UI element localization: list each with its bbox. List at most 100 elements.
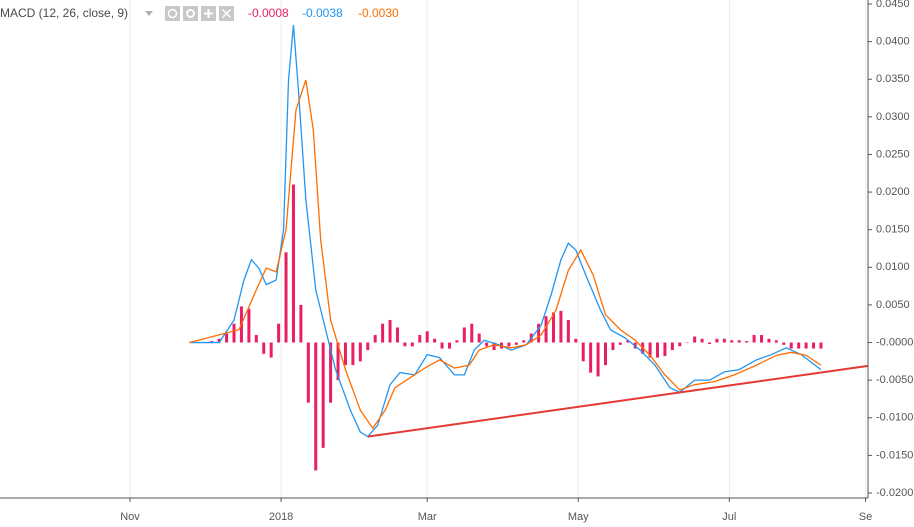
histogram-bar [797,342,801,349]
y-tick-label: -0.0000 [876,336,913,348]
histogram-bar [225,333,229,343]
histogram-bar [403,342,407,347]
histogram-bar [752,335,756,343]
histogram-bar [410,342,414,347]
histogram-bar [782,342,786,345]
histogram-bar [388,319,392,343]
trend-line [367,364,869,438]
histogram-bar [804,342,808,349]
histogram-bar [470,323,474,343]
histogram-bar [462,327,466,343]
histogram-bar [603,342,607,366]
histogram-bar [566,319,570,343]
histogram-bar [329,342,333,403]
histogram-bar [455,340,459,343]
histogram-bar [760,335,764,343]
series-line [189,25,822,438]
histogram-bar [819,342,823,349]
histogram-bar [381,323,385,343]
y-tick-label: -0.0150 [876,449,913,461]
y-tick-label: 0.0250 [876,148,910,160]
y-tick-label: 0.0200 [876,186,910,198]
histogram-bar [789,342,793,349]
histogram-bar [299,304,303,343]
histogram-bar [656,342,660,358]
settings-button[interactable] [183,6,198,21]
histogram-bar [254,335,258,343]
histogram-bar [522,340,526,343]
histogram-bar [284,252,288,343]
histogram-bar [663,342,667,357]
histogram-bar [715,338,719,343]
histogram-bar [596,342,600,377]
visibility-button[interactable] [165,6,180,21]
histogram-bar [611,342,615,351]
y-tick-label: 0.0350 [876,73,910,85]
histogram-bar [730,340,734,343]
histogram-bar [343,342,347,366]
histogram-bar [774,340,778,343]
histogram-bar [291,184,295,343]
histogram-bar [685,342,689,344]
histogram-bar [358,342,362,362]
histogram-bar [485,342,489,347]
histogram-bar [306,342,310,403]
histogram-bar [618,342,622,345]
histogram-bar [321,342,325,448]
histogram-bar [366,342,370,351]
legend-value: -0.0038 [302,6,343,20]
dropdown-arrow[interactable] [145,11,153,16]
histogram-bar [217,338,221,343]
histogram-bar [708,342,712,345]
legend-value: -0.0008 [248,6,289,20]
legend-value: -0.0030 [358,6,399,20]
histogram-bar [537,323,541,343]
chart-title: MACD (12, 26, close, 9) [0,6,128,20]
plus-icon [204,9,213,18]
histogram-bar [418,335,422,343]
histogram-bar [648,342,652,358]
y-tick-label: -0.0200 [876,487,913,499]
histogram-bar [507,342,511,347]
histogram-bar [277,323,281,343]
histogram-bar [581,342,585,362]
histogram-bar [373,335,377,343]
y-tick-label: 0.0450 [876,0,910,10]
x-tick-label: 2018 [269,511,293,523]
x-tick-label: Jul [722,511,736,523]
histogram-bar [336,342,340,381]
eye-icon [167,8,178,19]
histogram-bar [574,338,578,343]
histogram-bar [440,342,444,349]
histogram-bar [210,341,214,343]
histogram-bar [477,333,481,343]
histogram-bar [269,342,273,358]
histogram-bar [447,342,451,349]
histogram-bar [247,308,251,343]
histogram-bar [678,342,682,347]
y-tick-label: 0.0400 [876,36,910,48]
histogram-bar [551,312,555,343]
y-tick-label: -0.0100 [876,412,913,424]
histogram-bar [559,310,563,343]
histogram-bar [626,340,630,343]
histogram-bar [514,342,518,345]
histogram-bar [722,338,726,343]
histogram-bar [433,338,437,343]
gear-icon [186,9,195,18]
y-tick-label: 0.0300 [876,111,910,123]
x-tick-label: Se [859,511,872,523]
histogram-bar [745,341,749,343]
histogram-bar [262,342,266,354]
close-icon [221,8,232,19]
histogram-bar [693,336,697,343]
histogram-bar [425,331,429,343]
y-tick-label: -0.0050 [876,374,913,386]
x-tick-label: Mar [418,511,437,523]
y-tick-label: 0.0150 [876,224,910,236]
x-tick-label: May [568,511,589,523]
series-line [189,79,822,430]
histogram-bar [737,340,741,343]
